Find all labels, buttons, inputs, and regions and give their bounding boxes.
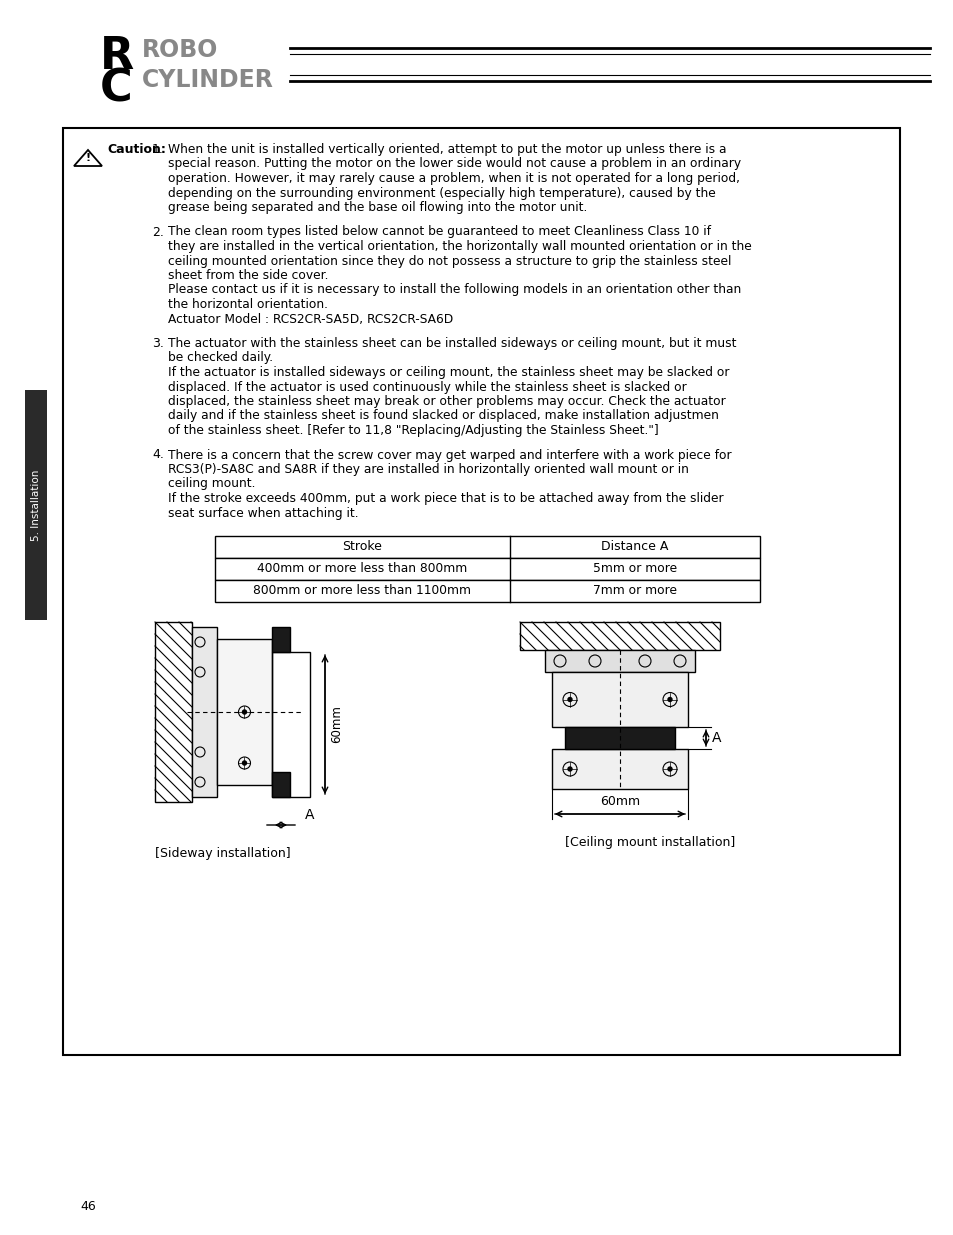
Text: 46: 46 [80,1200,95,1213]
Text: 5. Installation: 5. Installation [30,469,41,541]
Text: 2.: 2. [152,226,164,238]
Text: 4.: 4. [152,448,164,462]
Text: ROBO: ROBO [142,38,218,62]
Bar [272,772,290,797]
Circle shape [567,698,572,701]
Text: 800mm or more less than 1100mm: 800mm or more less than 1100mm [253,584,471,598]
Text: be checked daily.: be checked daily. [168,352,273,364]
Bar [544,650,695,672]
Text: If the stroke exceeds 400mm, put a work piece that is to be attached away from t: If the stroke exceeds 400mm, put a work … [168,492,723,505]
Text: If the actuator is installed sideways or ceiling mount, the stainless sheet may : If the actuator is installed sideways or… [168,366,729,379]
Circle shape [242,710,246,714]
Bar [519,622,720,650]
Text: daily and if the stainless sheet is found slacked or displaced, make installatio: daily and if the stainless sheet is foun… [168,410,719,422]
Circle shape [667,698,671,701]
Text: 7mm or more: 7mm or more [593,584,677,598]
Bar [192,627,216,797]
Text: ceiling mount.: ceiling mount. [168,478,255,490]
Text: 60mm: 60mm [330,705,343,743]
Text: [Sideway installation]: [Sideway installation] [154,847,290,860]
Bar [216,638,272,785]
Text: A: A [305,808,314,823]
Text: the horizontal orientation.: the horizontal orientation. [168,298,328,311]
Circle shape [567,767,572,771]
Text: Caution:: Caution: [107,143,166,156]
Text: displaced. If the actuator is used continuously while the stainless sheet is sla: displaced. If the actuator is used conti… [168,380,686,394]
Text: There is a concern that the screw cover may get warped and interfere with a work: There is a concern that the screw cover … [168,448,731,462]
Text: ceiling mounted orientation since they do not possess a structure to grip the st: ceiling mounted orientation since they d… [168,254,731,268]
Text: R: R [100,35,134,78]
Text: 400mm or more less than 800mm: 400mm or more less than 800mm [257,562,467,576]
Text: 3.: 3. [152,337,164,350]
Text: Distance A: Distance A [600,541,668,553]
Bar [214,558,760,580]
Text: [Ceiling mount installation]: [Ceiling mount installation] [564,836,735,848]
Bar [564,727,675,748]
Bar [272,652,310,797]
Text: RCS3(P)-SA8C and SA8R if they are installed in horizontally oriented wall mount : RCS3(P)-SA8C and SA8R if they are instal… [168,463,688,475]
Text: The actuator with the stainless sheet can be installed sideways or ceiling mount: The actuator with the stainless sheet ca… [168,337,736,350]
Text: grease being separated and the base oil flowing into the motor unit.: grease being separated and the base oil … [168,201,587,214]
Text: displaced, the stainless sheet may break or other problems may occur. Check the : displaced, the stainless sheet may break… [168,395,725,408]
Bar [552,748,687,789]
Text: 5mm or more: 5mm or more [593,562,677,576]
Bar [25,390,47,620]
Text: Please contact us if it is necessary to install the following models in an orien: Please contact us if it is necessary to … [168,284,740,296]
Circle shape [242,761,246,764]
Text: A: A [711,731,720,745]
Text: Stroke: Stroke [342,541,382,553]
Bar [272,627,290,652]
Text: 60mm: 60mm [599,795,639,808]
Text: C: C [100,68,132,111]
Text: CYLINDER: CYLINDER [142,68,274,91]
Text: The clean room types listed below cannot be guaranteed to meet Cleanliness Class: The clean room types listed below cannot… [168,226,710,238]
Text: operation. However, it may rarely cause a problem, when it is not operated for a: operation. However, it may rarely cause … [168,172,740,185]
Text: seat surface when attaching it.: seat surface when attaching it. [168,506,358,520]
Text: 1.: 1. [152,143,164,156]
Text: of the stainless sheet. [Refer to 11,8 "Replacing/Adjusting the Stainless Sheet.: of the stainless sheet. [Refer to 11,8 "… [168,424,659,437]
Text: When the unit is installed vertically oriented, attempt to put the motor up unle: When the unit is installed vertically or… [168,143,726,156]
Bar [214,536,760,558]
Bar [154,622,192,802]
Bar [552,672,687,727]
Text: they are installed in the vertical orientation, the horizontally wall mounted or: they are installed in the vertical orien… [168,240,751,253]
Circle shape [667,767,671,771]
Bar [214,580,760,601]
Bar [63,128,899,1055]
Text: !: ! [86,153,91,163]
Text: Actuator Model : RCS2CR-SA5D, RCS2CR-SA6D: Actuator Model : RCS2CR-SA5D, RCS2CR-SA6… [168,312,453,326]
Text: special reason. Putting the motor on the lower side would not cause a problem in: special reason. Putting the motor on the… [168,158,740,170]
Text: depending on the surrounding environment (especially high temperature), caused b: depending on the surrounding environment… [168,186,715,200]
Text: sheet from the side cover.: sheet from the side cover. [168,269,328,282]
